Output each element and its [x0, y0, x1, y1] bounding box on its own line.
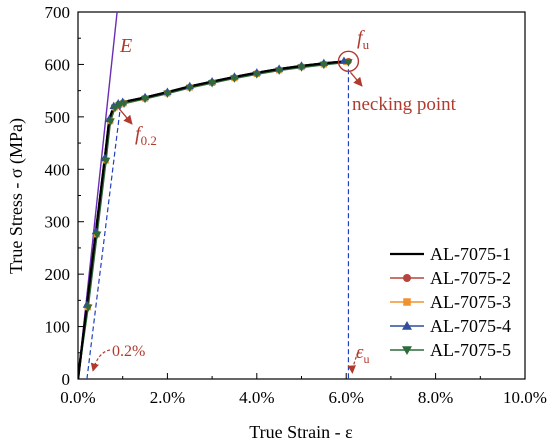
ultimate-strength-symbol: f: [357, 27, 365, 49]
data-point-series-5: [110, 104, 120, 113]
data-point-series-5: [119, 100, 129, 108]
y-tick-label: 500: [45, 108, 71, 127]
data-point-series-5: [115, 102, 124, 110]
ultimate-strength-label: fu: [357, 27, 370, 52]
y-tick-label: 600: [45, 55, 71, 74]
legend-label: AL-7075-5: [430, 340, 511, 360]
data-point-series-5: [106, 118, 115, 126]
series-line-4: [78, 60, 345, 379]
ultimate-strain-label: εu: [356, 342, 370, 366]
data-point-series-5: [274, 67, 284, 75]
data-point-series-5: [185, 84, 194, 93]
data-point-series-5: [252, 71, 261, 79]
data-point-series-5: [101, 157, 111, 166]
yield-strength-symbol: f: [135, 123, 143, 145]
x-tick-label: 8.0%: [418, 388, 453, 407]
yield-strength-subscript: 0.2: [141, 133, 157, 148]
ultimate-strain-arrow: [347, 351, 359, 374]
y-tick-label: 400: [45, 160, 71, 179]
series-line-3: [78, 61, 347, 379]
ultimate-strength-subscript: u: [363, 37, 370, 52]
data-point-series-5: [297, 64, 306, 72]
legend-swatch-marker: [403, 274, 411, 282]
legend-label: AL-7075-1: [430, 244, 511, 264]
elastic-modulus-label: E: [119, 35, 132, 57]
legend-swatch-marker: [402, 346, 412, 355]
ultimate-strain-subscript: u: [364, 352, 370, 366]
data-point-series-5: [319, 61, 329, 70]
legend-label: AL-7075-4: [430, 316, 511, 336]
data-point-series-5: [93, 231, 102, 240]
x-tick-label: 2.0%: [150, 388, 185, 407]
annotations: E f0.2 fu necking point 0.2% εu: [90, 27, 457, 374]
y-tick-label: 100: [45, 318, 71, 337]
offset-line: [86, 106, 122, 379]
y-axis-title: True Stress - σ (MPa): [6, 118, 27, 274]
necking-point-marker: [337, 50, 360, 72]
data-point-series-5: [230, 75, 239, 83]
x-tick-label: 6.0%: [328, 388, 363, 407]
data-point-series-5: [344, 59, 353, 67]
series-markers: [82, 56, 353, 312]
ultimate-strain-symbol: ε: [356, 342, 364, 363]
offset-strain-arrow: [90, 349, 111, 372]
data-point-series-5: [140, 95, 150, 104]
data-point-series-5: [207, 80, 217, 88]
series-line-5: [78, 61, 349, 379]
legend-label: AL-7075-3: [430, 292, 511, 312]
x-tick-label: 0.0%: [60, 388, 95, 407]
data-point-series-5: [163, 90, 172, 98]
legend-swatch-marker: [403, 298, 411, 306]
y-tick-label: 300: [45, 213, 71, 232]
legend-label: AL-7075-2: [430, 268, 511, 288]
x-tick-label: 10.0%: [503, 388, 547, 407]
offset-strain-label: 0.2%: [112, 343, 145, 360]
y-axis: 0 100 200 300 400 500 600 700: [45, 3, 84, 389]
y-tick-label: 0: [62, 370, 71, 389]
yield-strength-label: f0.2: [135, 123, 157, 148]
necking-point-arrow: [349, 71, 363, 87]
y-tick-label: 700: [45, 3, 71, 22]
legend: AL-7075-1 AL-7075-2 AL-7075-3 AL-7075-4 AL-7…: [390, 244, 511, 360]
x-axis-title: True Strain - ε: [249, 422, 353, 442]
necking-point-label: necking point: [352, 94, 457, 115]
yield-strength-arrow: [117, 106, 133, 125]
x-axis: 0.0% 2.0% 4.0% 6.0% 8.0% 10.0%: [60, 373, 547, 407]
y-tick-label: 200: [45, 265, 71, 284]
x-tick-label: 4.0%: [239, 388, 274, 407]
data-point-series-5: [84, 304, 93, 312]
legend-swatch-marker: [402, 321, 412, 330]
